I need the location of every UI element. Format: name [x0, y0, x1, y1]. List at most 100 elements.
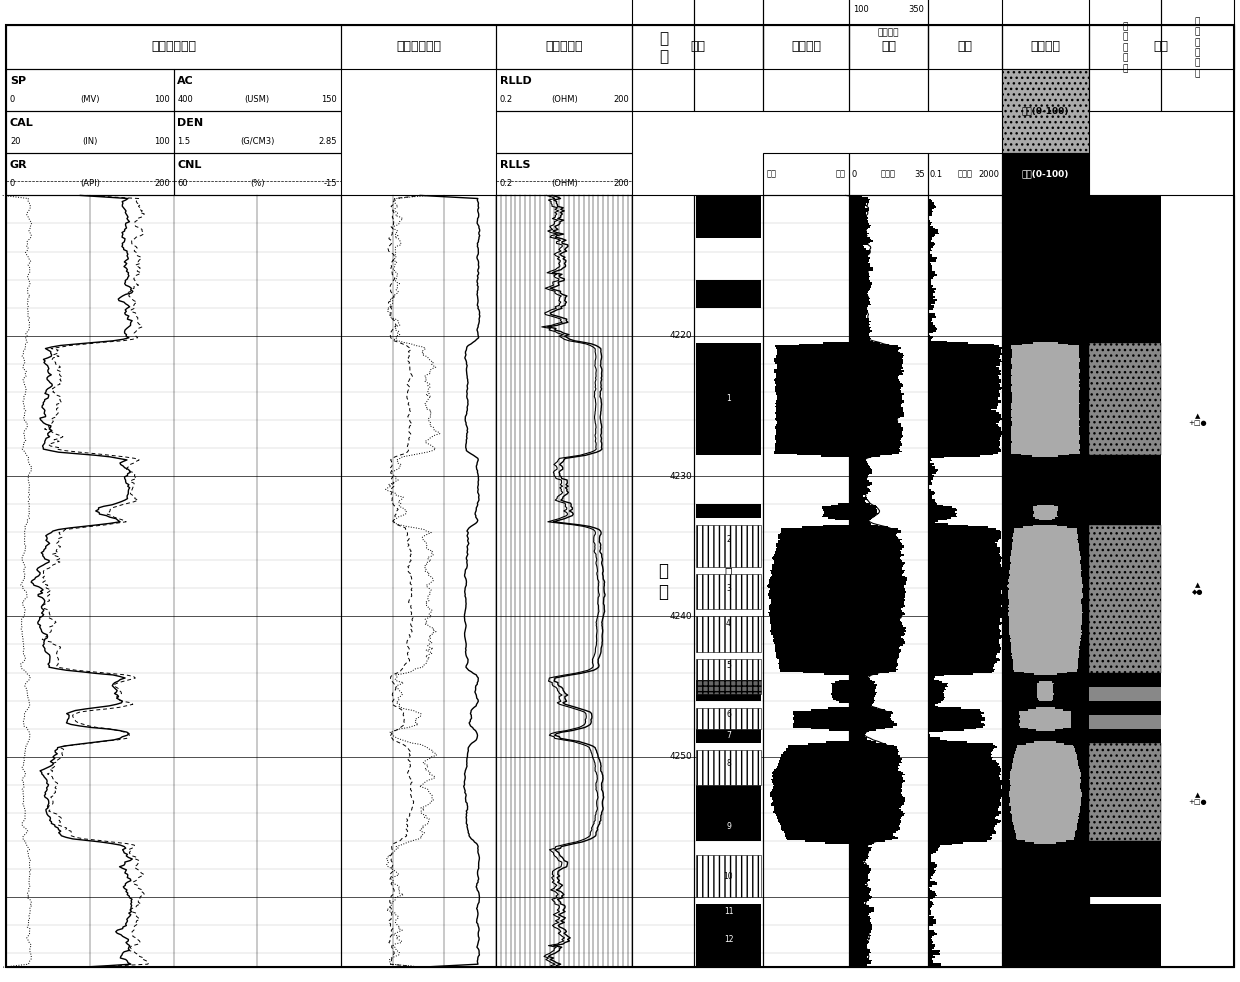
- Bar: [1016, 836, 1075, 838]
- Bar: [849, 792, 901, 794]
- Bar: [849, 208, 869, 209]
- Bar: [849, 675, 870, 677]
- Bar: [928, 319, 932, 321]
- Bar: [849, 537, 898, 539]
- Bar: [849, 287, 872, 289]
- Bar: [928, 652, 999, 653]
- Bar: [1014, 755, 1076, 757]
- Bar: [849, 652, 900, 653]
- Bar: [849, 731, 869, 733]
- Bar: [1161, 0, 1234, 111]
- Bar: [1028, 709, 1063, 711]
- Bar: [928, 539, 999, 540]
- Bar: [849, 717, 889, 718]
- Bar: [1016, 833, 1075, 835]
- Bar: [849, 25, 928, 69]
- Bar: [928, 551, 999, 553]
- Bar: [849, 857, 868, 859]
- Bar: [928, 644, 1001, 645]
- Bar: [1009, 624, 1081, 626]
- Bar: [849, 279, 869, 281]
- Bar: [928, 672, 992, 674]
- Bar: [849, 257, 869, 259]
- Bar: [1012, 394, 1079, 395]
- Bar: [928, 822, 1001, 824]
- Bar: [928, 871, 935, 873]
- Text: 12: 12: [724, 935, 733, 944]
- Bar: [696, 729, 761, 742]
- Bar: [928, 481, 931, 483]
- Bar: [1008, 580, 1083, 582]
- Bar: [928, 812, 1001, 814]
- Bar: [849, 747, 897, 749]
- Bar: [928, 285, 934, 287]
- Bar: [928, 469, 937, 470]
- Bar: [928, 776, 999, 777]
- Bar: [775, 381, 849, 383]
- Bar: [849, 328, 870, 330]
- Bar: [774, 451, 849, 452]
- Bar: [849, 321, 872, 322]
- Bar: [849, 477, 867, 478]
- Bar: [773, 790, 849, 791]
- Bar: [849, 398, 901, 400]
- Bar: [849, 779, 903, 780]
- Bar: [849, 521, 870, 523]
- Bar: [928, 534, 1001, 536]
- Bar: [849, 723, 897, 725]
- Bar: [1017, 744, 1074, 746]
- Text: 井
壁
取
芯
岩
性: 井 壁 取 芯 岩 性: [1195, 17, 1200, 79]
- Bar: [928, 588, 1002, 590]
- Bar: [928, 844, 951, 846]
- Bar: [849, 585, 904, 587]
- Bar: [928, 290, 934, 292]
- Bar: [928, 773, 1001, 774]
- Bar: [779, 536, 849, 537]
- Bar: [849, 502, 866, 503]
- Bar: [928, 637, 1002, 639]
- Bar: [928, 602, 1002, 604]
- Bar: [1009, 570, 1081, 572]
- Bar: [928, 583, 1002, 585]
- Bar: [1011, 641, 1080, 642]
- Bar: [777, 537, 849, 539]
- Bar: [928, 889, 930, 890]
- Bar: [849, 653, 899, 655]
- Bar: [849, 598, 904, 599]
- Bar: [849, 274, 869, 276]
- Bar: [928, 273, 935, 274]
- Bar: [776, 548, 849, 550]
- Bar: [782, 830, 849, 831]
- Bar: [928, 661, 997, 663]
- Bar: [849, 266, 873, 268]
- Bar: [928, 728, 976, 729]
- Bar: [928, 731, 944, 733]
- Bar: [849, 631, 904, 633]
- Bar: [928, 675, 944, 677]
- Bar: [1012, 375, 1079, 376]
- Bar: [849, 262, 868, 263]
- Bar: [849, 859, 867, 860]
- Bar: [1008, 588, 1083, 590]
- Bar: [849, 387, 901, 389]
- Bar: [775, 357, 849, 359]
- Bar: [849, 882, 867, 884]
- Bar: [928, 791, 1002, 792]
- Bar: [1022, 344, 1069, 346]
- Bar: [849, 941, 868, 943]
- Bar: [928, 849, 937, 851]
- Bar: [928, 658, 999, 660]
- Bar: [776, 432, 849, 434]
- Bar: [849, 768, 899, 769]
- Bar: [774, 452, 849, 454]
- Bar: [928, 707, 961, 709]
- Bar: [775, 427, 849, 429]
- Bar: [928, 711, 981, 712]
- Bar: [849, 449, 900, 451]
- Bar: [928, 346, 999, 347]
- Bar: [1012, 355, 1079, 356]
- Bar: [928, 292, 935, 293]
- Bar: [1012, 408, 1079, 409]
- Bar: [928, 483, 931, 485]
- Bar: [928, 766, 999, 768]
